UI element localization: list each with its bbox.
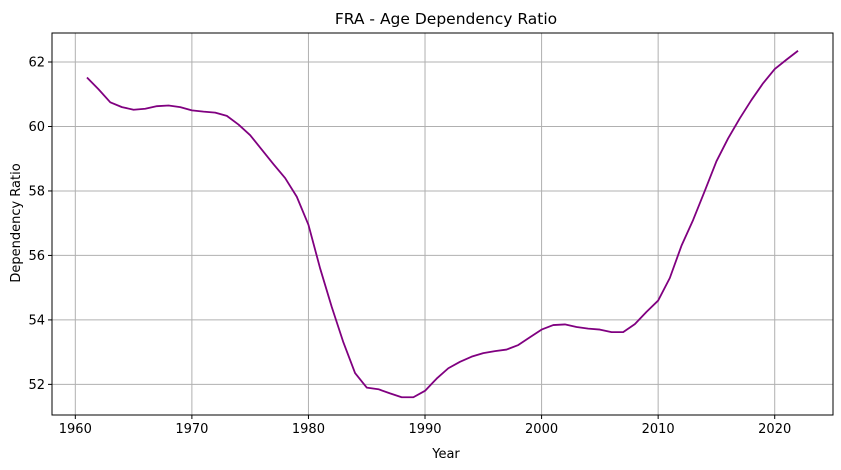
x-tick-label-1960: 1960 — [59, 422, 92, 437]
x-tick-label-1970: 1970 — [175, 422, 208, 437]
x-tick-label-2020: 2020 — [758, 422, 791, 437]
series-line-0 — [86, 50, 799, 399]
grid-lines — [52, 33, 833, 415]
plot-frame — [51, 32, 834, 416]
x-tick-label-1990: 1990 — [408, 422, 441, 437]
y-tick-label-52: 52 — [28, 378, 45, 393]
y-tick-label-58: 58 — [28, 184, 45, 199]
x-tick-label-2010: 2010 — [642, 422, 675, 437]
y-axis-ticks: 52 54 56 58 60 62 — [28, 56, 52, 393]
y-axis-label: Dependency Ratio — [9, 163, 24, 282]
y-tick-label-62: 62 — [28, 56, 45, 71]
x-tick-label-1980: 1980 — [292, 422, 325, 437]
x-tick-label-2000: 2000 — [525, 422, 558, 437]
y-tick-label-54: 54 — [28, 313, 45, 328]
y-tick-label-56: 56 — [28, 249, 45, 264]
series-layer — [86, 50, 799, 399]
x-axis-ticks: 1960 1970 1980 1990 2000 2010 2020 — [59, 415, 791, 437]
x-axis-label: Year — [431, 447, 460, 462]
chart-title: FRA - Age Dependency Ratio — [335, 10, 557, 28]
y-tick-label-60: 60 — [28, 120, 45, 135]
